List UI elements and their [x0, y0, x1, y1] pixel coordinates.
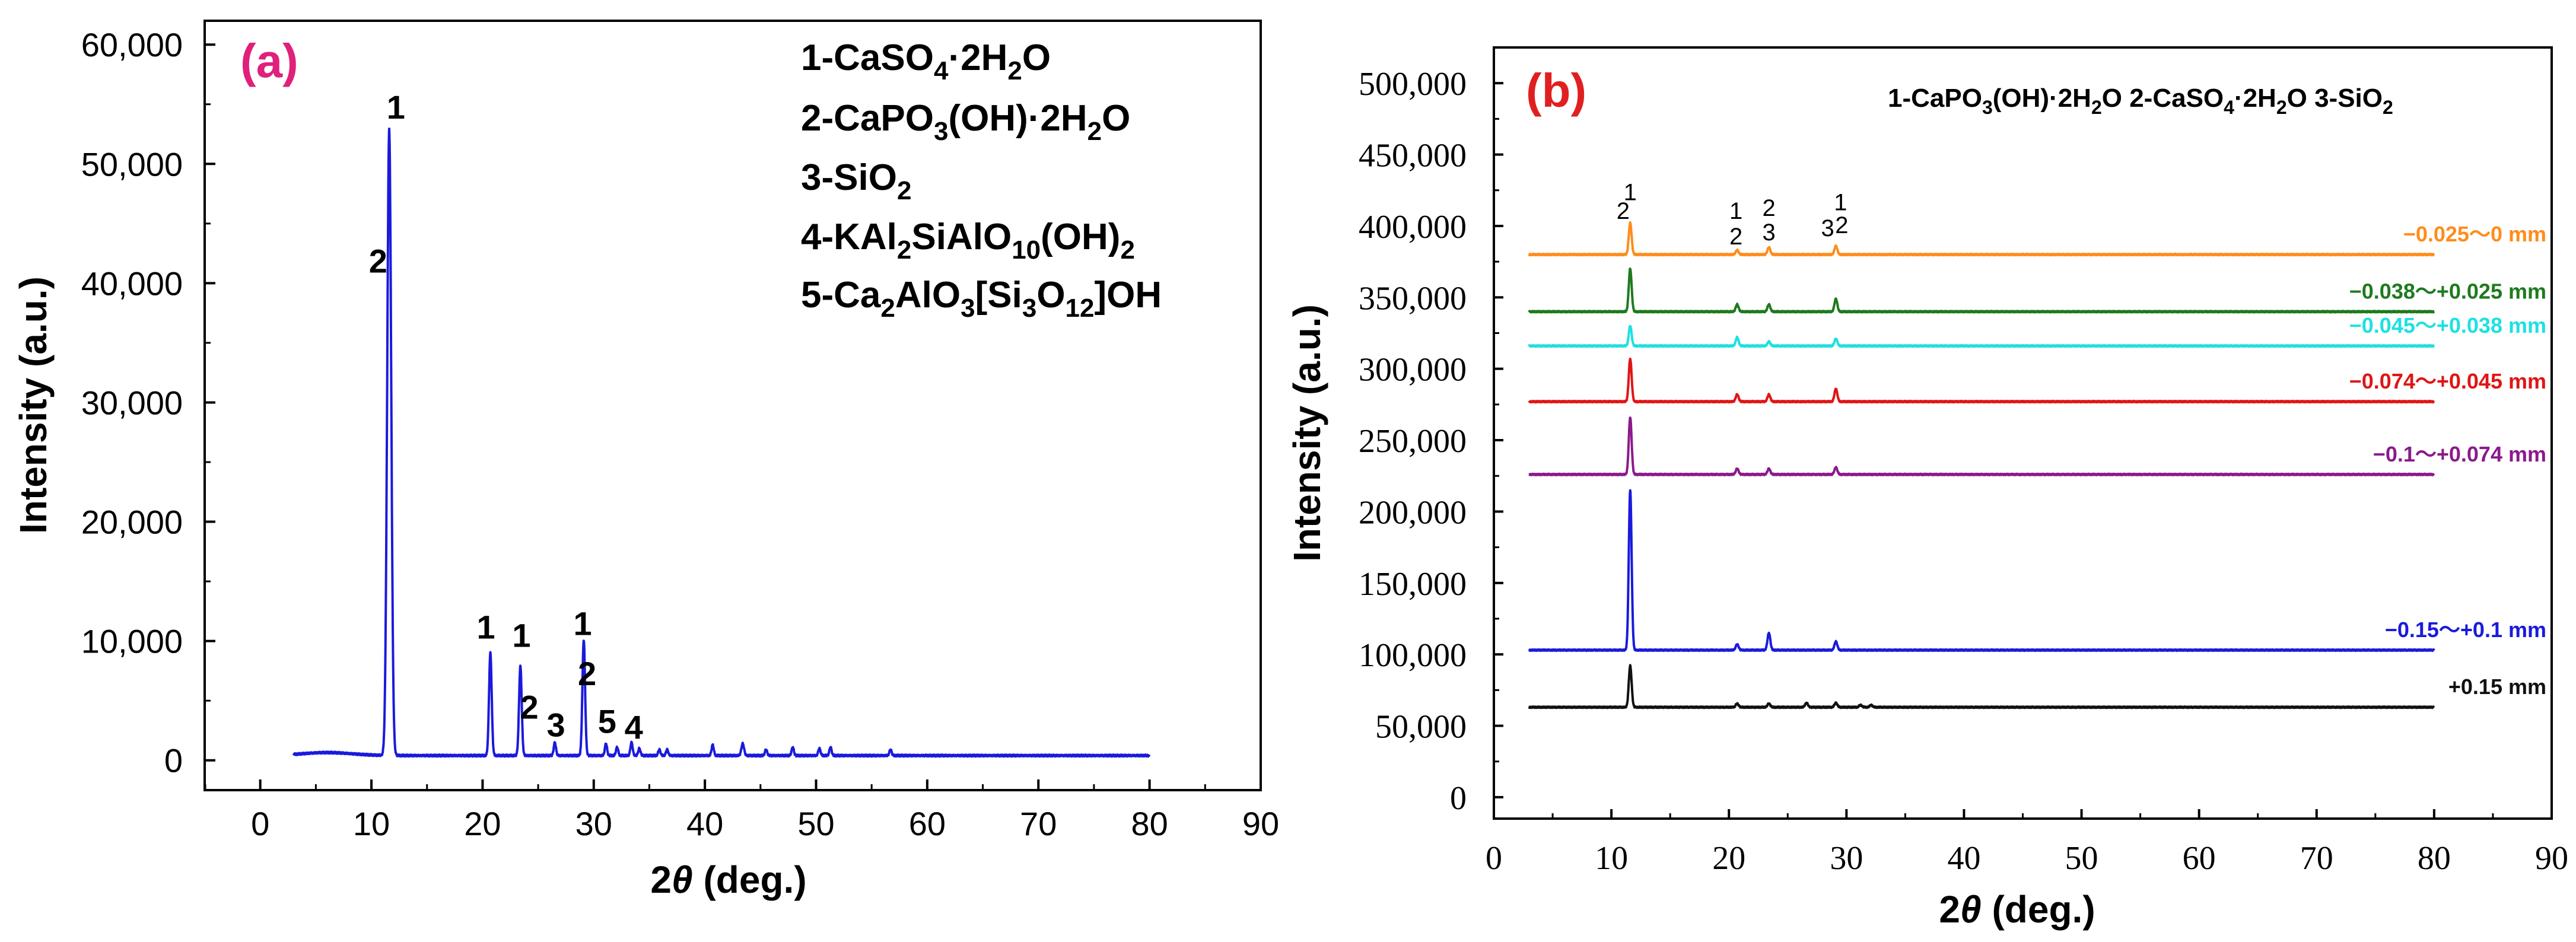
- panel-a-peak-label: 2: [578, 655, 596, 692]
- panel-b-series-line: [1528, 489, 2435, 653]
- panel-a-ticks: [204, 43, 1262, 790]
- panel-b-y-tick-label: 250,000: [1359, 423, 1467, 460]
- panel-b-series-label: −0.1～+0.074 mm: [2373, 442, 2546, 466]
- panel-a-x-tick-label: 30: [575, 805, 612, 842]
- panel-b-series-label: −0.045～+0.038 mm: [2349, 313, 2546, 338]
- panel-b-peak-label: 3: [1762, 219, 1775, 246]
- panel-b-y-tick-label: 500,000: [1359, 66, 1467, 103]
- panel-b: 0 10 20 30 40 50 60 70 80 90 0 50,000 100,000 150,000…: [1286, 46, 2568, 931]
- panel-b-y-tick-label: 200,000: [1359, 494, 1467, 531]
- panel-b-y-tick-label: 50,000: [1375, 709, 1467, 746]
- panel-b-series-line: [1528, 416, 2435, 476]
- panel-b-y-tick-label: 450,000: [1359, 138, 1467, 174]
- panel-b-x-axis-title: 2θ (deg.): [1939, 888, 2095, 931]
- panel-a-peak-label: 1: [387, 88, 405, 126]
- panel-a-peak-label: 1: [512, 617, 530, 654]
- panel-b-series-line: [1528, 664, 2435, 709]
- panel-a-legend: 1-CaSO4·2H2O 2-CaPO3(OH)·2H2O 3-SiO2 4-K…: [801, 37, 1162, 323]
- panel-b-series-label: −0.038～+0.025 mm: [2349, 279, 2546, 303]
- panel-b-y-tick-label: 350,000: [1359, 280, 1467, 317]
- panel-a-peak-label: 5: [598, 702, 616, 740]
- panel-b-peak-label: 2: [1835, 212, 1848, 238]
- panel-b-series-label: −0.074～+0.045 mm: [2349, 369, 2546, 393]
- panel-a-y-tick-label: 50,000: [81, 145, 183, 183]
- panel-a-peak-label: 4: [625, 709, 643, 746]
- panel-b-x-tick-label: 60: [2183, 840, 2216, 877]
- panel-b-y-tick-label: 0: [1450, 780, 1467, 817]
- panel-b-plot-frame: [1493, 46, 2553, 820]
- panel-a-x-tick-label: 50: [797, 805, 834, 842]
- panel-a-y-tick-label: 10,000: [81, 623, 183, 660]
- panel-a: 0 10 20 30 40 50 60 70 80 90 0 10,000 20,000 30,000 40…: [12, 20, 1279, 901]
- panel-b-x-tick-label: 30: [1830, 840, 1863, 877]
- legend-a-item-2: 2-CaPO3(OH)·2H2O: [801, 98, 1130, 146]
- panel-b-y-tick-label: 150,000: [1359, 566, 1467, 603]
- panel-b-series-label: +0.15 mm: [2448, 674, 2546, 699]
- panel-a-x-tick-label: 70: [1020, 805, 1057, 842]
- panel-b-peak-label: 2: [1729, 224, 1742, 250]
- panel-b-x-tick-label: 50: [2065, 840, 2098, 877]
- panel-a-x-tick-label: 10: [353, 805, 390, 842]
- panel-a-pattern-line: [292, 128, 1151, 758]
- panel-b-peak-label: 1: [1624, 180, 1637, 206]
- panel-b-series-lines: [1528, 221, 2435, 709]
- panel-b-ticks: [1493, 82, 2553, 819]
- panel-b-x-tick-label: 40: [1947, 840, 1980, 877]
- panel-b-tick-labels: 0 10 20 30 40 50 60 70 80 90 0 50,000 100,000 150,000…: [1359, 66, 2568, 877]
- panel-b-x-tick-label: 0: [1486, 840, 1502, 877]
- panel-a-x-tick-label: 80: [1131, 805, 1168, 842]
- panel-b-y-tick-label: 300,000: [1359, 352, 1467, 389]
- panel-a-peak-label: 2: [369, 242, 387, 279]
- panel-a-plot-frame: [203, 20, 1262, 791]
- panel-b-y-tick-label: 400,000: [1359, 209, 1467, 246]
- panel-a-label: (a): [240, 34, 298, 87]
- panel-b-x-tick-label: 80: [2418, 840, 2451, 877]
- panel-b-series-line: [1528, 357, 2435, 404]
- panel-a-tick-labels: 0 10 20 30 40 50 60 70 80 90 0 10,000 20,000 30,000 40…: [81, 26, 1279, 842]
- panel-b-y-axis-title: Intensity (a.u.): [1286, 304, 1328, 562]
- panel-b-series-line: [1528, 221, 2435, 257]
- panel-b-peak-label: 1: [1729, 198, 1742, 224]
- panel-b-peak-label: 1: [1834, 189, 1847, 215]
- panel-a-x-tick-label: 0: [251, 805, 269, 842]
- panel-b-peak-label: 3: [1821, 215, 1834, 241]
- panel-a-y-tick-label: 0: [164, 742, 183, 779]
- panel-a-x-tick-label: 90: [1242, 805, 1279, 842]
- legend-a-item-4: 4-KAl2SiAlO10(OH)2: [801, 217, 1135, 265]
- legend-a-item-1: 1-CaSO4·2H2O: [801, 37, 1051, 85]
- panel-a-y-tick-label: 40,000: [81, 265, 183, 302]
- panel-a-x-tick-label: 40: [686, 805, 723, 842]
- panel-b-x-tick-label: 10: [1595, 840, 1628, 877]
- panel-a-peak-label: 1: [476, 609, 495, 646]
- panel-b-peak-label: 2: [1762, 195, 1775, 221]
- panel-b-legend: 1-CaPO3(OH)·2H2O 2-CaSO4·2H2O 3-SiO2: [1888, 84, 2393, 118]
- panel-a-x-tick-label: 60: [909, 805, 946, 842]
- panel-b-series-label: −0.025～0 mm: [2403, 222, 2546, 246]
- panel-b-label: (b): [1526, 64, 1586, 117]
- panel-b-series-line: [1528, 324, 2435, 348]
- panel-b-x-tick-label: 70: [2300, 840, 2333, 877]
- panel-a-peak-label: 1: [573, 605, 591, 642]
- panel-a-y-tick-label: 30,000: [81, 384, 183, 421]
- legend-a-item-5: 5-Ca2AlO3[Si3O12]OH: [801, 275, 1162, 323]
- panel-b-y-tick-label: 100,000: [1359, 637, 1467, 674]
- panel-a-y-tick-label: 60,000: [81, 26, 183, 63]
- panel-a-peak-label: 3: [547, 706, 565, 744]
- panel-a-x-axis-title: 2θ (deg.): [650, 858, 806, 901]
- panel-b-x-tick-label: 20: [1712, 840, 1745, 877]
- panel-a-y-axis-title: Intensity (a.u.): [12, 276, 55, 534]
- legend-a-item-3: 3-SiO2: [801, 157, 911, 205]
- panel-b-x-tick-label: 90: [2535, 840, 2568, 877]
- panel-a-x-tick-label: 20: [464, 805, 501, 842]
- panel-a-peak-label: 2: [520, 688, 539, 725]
- panel-b-series-labels: −0.025～0 mm −0.038～+0.025 mm −0.045～+0.038…: [2349, 222, 2546, 699]
- panel-b-peak-label: 2: [1617, 198, 1630, 224]
- panel-a-y-tick-label: 20,000: [81, 504, 183, 541]
- panel-b-series-label: −0.15～+0.1 mm: [2385, 618, 2546, 642]
- panel-b-series-line: [1528, 268, 2435, 314]
